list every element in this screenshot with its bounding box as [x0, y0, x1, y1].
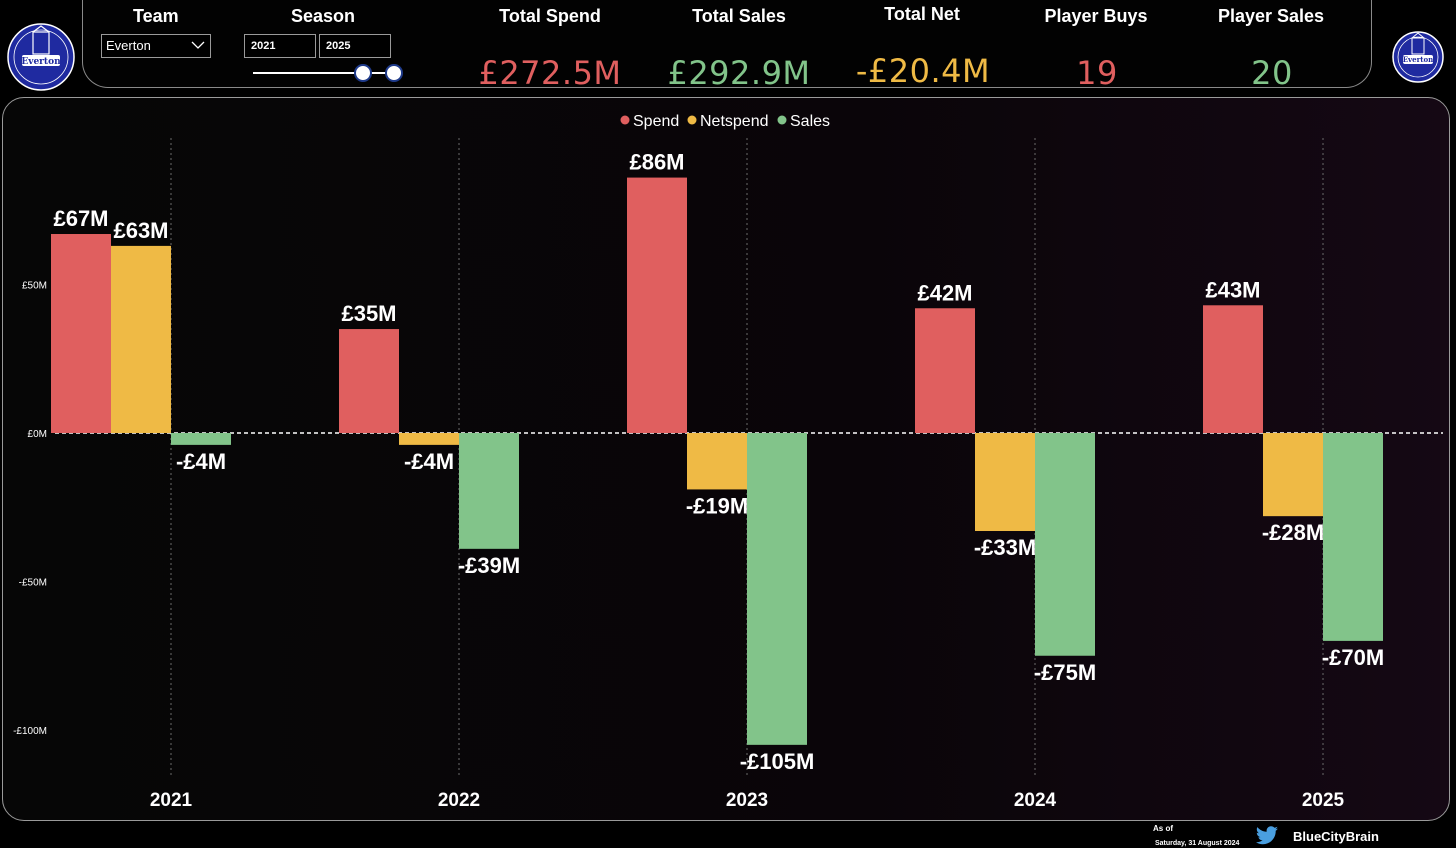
y-tick-label: -£50M: [19, 578, 47, 589]
x-tick-label: 2022: [438, 790, 480, 811]
twitter-icon[interactable]: [1255, 826, 1279, 846]
player-sales-value: 20: [1251, 54, 1293, 92]
legend-label-spend: Spend: [633, 113, 679, 130]
total-net-label: Total Net: [884, 4, 960, 24]
data-label-spend: £67M: [53, 206, 108, 231]
team-slicer-label: Team: [133, 6, 179, 26]
season-slider-handle-start[interactable]: [354, 64, 372, 82]
data-label-spend: £42M: [917, 280, 972, 305]
legend-marker-spend: [620, 115, 630, 125]
data-label-sales: -£75M: [1034, 660, 1096, 685]
bar-spend: [627, 177, 687, 433]
data-label-netspend: £63M: [113, 218, 168, 243]
bar-spend: [339, 329, 399, 433]
kpi-header-bar: Team Everton Season 2021 2025 Total Spen…: [82, 0, 1372, 92]
transfer-chart-panel: £50M £0M -£50M -£100M £67M £35M £86M £42M £43M £6…: [2, 97, 1450, 821]
bar-sales: [1323, 433, 1383, 641]
season-slider-handle-end[interactable]: [385, 64, 403, 82]
bar-netspend: [975, 433, 1035, 532]
legend-label-sales: Sales: [790, 113, 830, 130]
bar-sales: [171, 433, 231, 445]
bar-sales: [747, 433, 807, 745]
total-spend-value: £272.5M: [478, 54, 622, 92]
data-label-netspend: -£33M: [974, 535, 1036, 560]
team-dropdown-value: Everton: [106, 38, 151, 53]
player-buys-label: Player Buys: [1044, 6, 1148, 26]
total-sales-label: Total Sales: [692, 6, 786, 26]
svg-text:Everton: Everton: [21, 57, 61, 67]
total-sales-value: £292.9M: [667, 54, 811, 92]
data-label-sales: -£70M: [1322, 645, 1384, 670]
x-tick-label: 2021: [150, 790, 193, 811]
season-from-input[interactable]: 2021: [244, 34, 316, 58]
chevron-down-icon: [191, 41, 205, 49]
y-tick-label: £50M: [22, 281, 47, 292]
data-label-netspend: -£19M: [686, 493, 748, 518]
everton-crest-logo-right: Everton: [1392, 31, 1444, 83]
data-label-spend: £43M: [1205, 277, 1260, 302]
legend-marker-netspend: [687, 115, 697, 125]
legend-label-netspend: Netspend: [700, 113, 769, 130]
bar-netspend: [111, 245, 171, 433]
bar-netspend: [399, 433, 459, 445]
as-of-label: As of: [1153, 824, 1173, 833]
player-sales-label: Player Sales: [1217, 6, 1325, 26]
data-label-netspend: -£4M: [404, 449, 454, 474]
y-tick-label: £0M: [28, 429, 47, 440]
data-label-spend: £86M: [629, 150, 684, 175]
bar-sales: [1035, 433, 1095, 656]
transfer-bar-chart: £50M £0M -£50M -£100M £67M £35M £86M £42M £43M £6…: [13, 113, 1443, 811]
player-buys-value: 19: [1076, 54, 1118, 92]
bar-spend: [915, 308, 975, 433]
bar-netspend: [1263, 433, 1323, 517]
data-label-sales: -£105M: [740, 749, 815, 774]
season-to-input[interactable]: 2025: [319, 34, 391, 58]
team-dropdown[interactable]: Everton: [101, 34, 211, 58]
x-tick-label: 2023: [726, 790, 768, 811]
y-tick-label: -£100M: [13, 726, 47, 737]
as-of-date: Saturday, 31 August 2024: [1155, 840, 1240, 847]
data-label-spend: £35M: [341, 301, 396, 326]
total-spend-label: Total Spend: [499, 6, 601, 26]
bar-netspend: [687, 433, 747, 490]
twitter-handle: BlueCityBrain: [1293, 829, 1379, 844]
svg-text:Everton: Everton: [1403, 55, 1434, 64]
data-label-netspend: -£28M: [1262, 520, 1324, 545]
x-tick-label: 2024: [1014, 790, 1057, 811]
bar-sales: [459, 433, 519, 549]
legend-marker-sales: [777, 115, 787, 125]
total-net-value: -£20.4M: [855, 52, 991, 90]
bar-spend: [1203, 305, 1263, 433]
data-label-sales: -£39M: [458, 553, 520, 578]
season-slider-track[interactable]: [253, 72, 393, 74]
season-slicer-label: Season: [291, 6, 356, 26]
x-tick-label: 2025: [1302, 790, 1345, 811]
bar-spend: [51, 234, 111, 433]
everton-crest-logo-left: Everton: [7, 23, 75, 91]
data-label-sales: -£4M: [176, 449, 226, 474]
